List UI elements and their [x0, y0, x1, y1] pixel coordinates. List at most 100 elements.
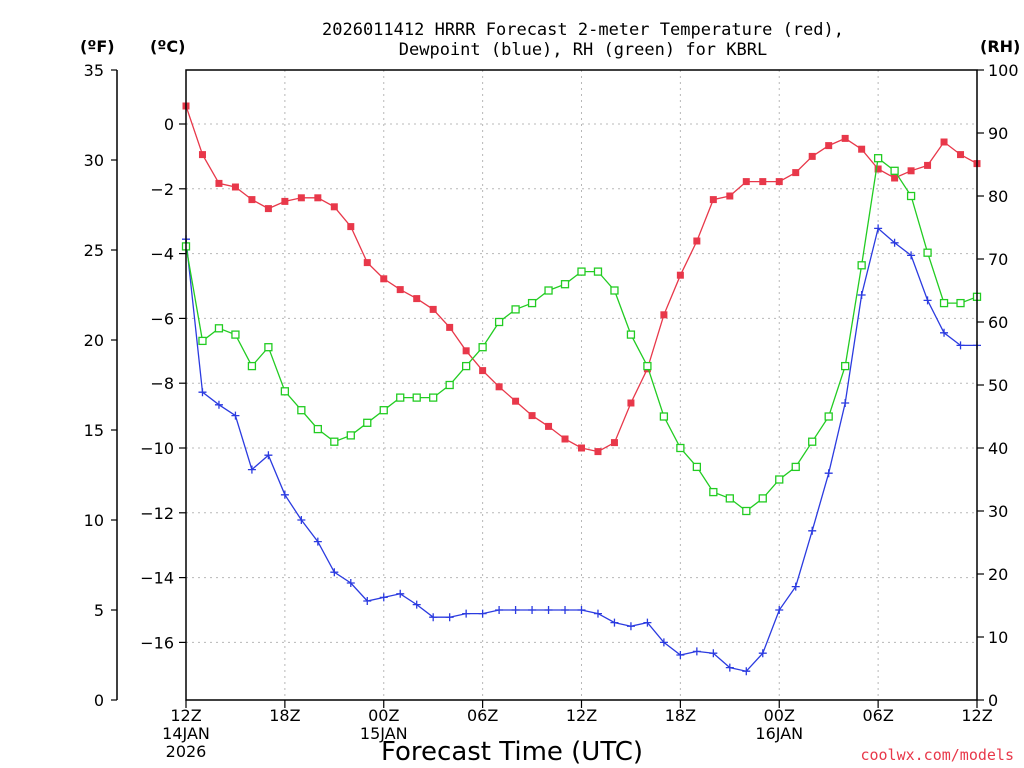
rh-point: [956, 298, 965, 308]
rh-point: [857, 261, 866, 270]
fahrenheit-tick-label: 0: [94, 691, 104, 710]
temperature-point: [825, 142, 833, 150]
temperature-point: [248, 196, 256, 204]
dewpoint-point: [297, 516, 306, 524]
rh-point: [824, 412, 833, 421]
celsius-unit-label: (ºC): [150, 37, 185, 56]
dewpoint-point: [544, 606, 553, 614]
rh-point: [346, 431, 355, 440]
rh-point: [445, 380, 454, 390]
rh-tick-label: 100: [988, 61, 1019, 80]
dewpoint-point: [577, 606, 586, 614]
rh-tick-label: 90: [988, 124, 1008, 143]
rh-point: [231, 330, 240, 339]
time-tick-label: 16JAN: [755, 724, 803, 743]
rh-tick-label: 0: [988, 691, 998, 710]
rh-tick-label: 70: [988, 250, 1008, 269]
rh-point: [214, 324, 224, 333]
temperature-point: [907, 167, 915, 175]
fahrenheit-axis-ticks: 0 5 10 15 20 25 30 35: [84, 61, 117, 710]
rh-tick-label: 10: [988, 628, 1008, 647]
rh-point: [709, 487, 718, 497]
rh-tick-label: 80: [988, 187, 1008, 206]
temperature-point: [578, 444, 585, 452]
temperature-point: [610, 439, 618, 447]
time-tick-label: 18Z: [665, 706, 696, 725]
dewpoint-point: [445, 613, 454, 622]
celsius-tick-label: −10: [140, 439, 174, 458]
dewpoint-point: [429, 613, 438, 622]
time-tick-label: 06Z: [467, 706, 498, 725]
temperature-point: [742, 178, 750, 186]
rh-point: [412, 393, 421, 402]
dewpoint-point: [214, 400, 223, 409]
temperature-point: [462, 347, 470, 355]
time-tick-label: 18Z: [269, 706, 300, 725]
dewpoint-point: [610, 618, 619, 627]
dewpoint-point: [379, 593, 388, 602]
time-tick-label: 00Z: [764, 706, 795, 725]
temperature-point: [198, 151, 206, 159]
fahrenheit-tick-label: 30: [84, 151, 104, 170]
celsius-axis-ticks: 0 −2 −4 −6 −8 −10 −12 −14 −16: [140, 115, 186, 652]
dewpoint-point: [841, 399, 850, 407]
dewpoint-point: [363, 597, 372, 605]
temperature-point: [347, 223, 355, 231]
temperature-point: [792, 169, 800, 177]
dewpoint-point: [247, 465, 256, 474]
dewpoint-point: [758, 649, 767, 658]
temperature-point: [297, 194, 305, 202]
dewpoint-point: [824, 469, 833, 478]
rh-point: [461, 361, 471, 371]
temperature-point: [512, 397, 520, 405]
rh-point: [478, 343, 487, 352]
rh-point: [560, 280, 570, 289]
rh-tick-label: 30: [988, 502, 1008, 521]
rh-point: [841, 361, 850, 371]
temperature-point: [940, 138, 948, 146]
fahrenheit-tick-label: 35: [84, 61, 104, 80]
rh-point: [775, 475, 784, 484]
time-tick-label: 14JAN: [162, 724, 210, 743]
celsius-tick-label: −4: [150, 245, 174, 264]
dewpoint-point: [676, 651, 685, 659]
temperature-point: [891, 174, 899, 182]
rh-point: [363, 418, 372, 427]
dewpoint-point: [956, 341, 965, 350]
fahrenheit-tick-label: 25: [84, 241, 104, 260]
rh-point: [593, 267, 603, 276]
dewpoint-point: [495, 606, 504, 614]
dewpoint-point: [692, 647, 701, 656]
rh-point: [396, 393, 405, 402]
rh-point: [923, 248, 932, 257]
dewpoint-point: [857, 291, 866, 299]
rh-point: [313, 424, 322, 434]
temperature-point: [446, 323, 454, 331]
temperature-point: [330, 203, 338, 211]
temperature-point: [627, 399, 635, 407]
dewpoint-point: [330, 568, 339, 577]
dewpoint-point: [923, 296, 932, 305]
grid-lines: [185, 70, 978, 700]
time-tick-label: 12Z: [566, 706, 597, 725]
time-tick-label: 12Z: [170, 706, 201, 725]
dewpoint-point: [775, 606, 784, 614]
dewpoint-point: [940, 328, 949, 337]
temperature-point: [676, 271, 684, 279]
dewpoint-point: [659, 638, 668, 647]
temperature-point: [726, 192, 734, 200]
temperature-point: [281, 197, 289, 205]
rh-point: [742, 506, 751, 516]
dewpoint-point: [890, 238, 899, 247]
rh-point: [725, 494, 734, 503]
rh-point: [494, 317, 504, 327]
fahrenheit-tick-label: 20: [84, 331, 104, 350]
rh-point: [808, 437, 817, 446]
rh-point: [939, 298, 949, 308]
dewpoint-point: [346, 579, 355, 587]
dewpoint-series: [182, 224, 981, 676]
dewpoint-point: [725, 663, 734, 672]
dewpoint-point: [643, 618, 652, 627]
